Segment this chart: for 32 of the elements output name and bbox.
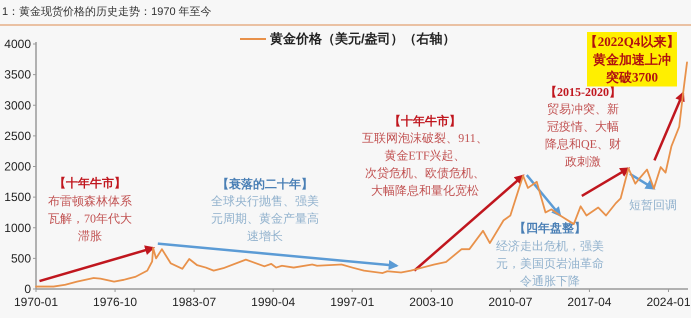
x-tick-label: 1970-01 (14, 295, 58, 309)
annotation: 【四年盘整】 (514, 221, 586, 235)
x-tick-label: 2010-07 (488, 295, 533, 309)
annotation: 短暂回调 (629, 198, 677, 212)
y-tick-label: 1500 (4, 190, 32, 204)
x-tick-label: 1983-07 (172, 295, 216, 309)
annotation: 互联网泡沫破裂、911、黄金ETF兴起、次贷危机、欧债危机、大幅降息和量化宽松 (362, 131, 488, 198)
y-tick-label: 3500 (4, 68, 32, 82)
annotation: 【十年牛市】 (54, 176, 126, 190)
y-tick-label: 2500 (4, 128, 32, 143)
y-tick-label: 500 (10, 251, 32, 266)
y-tick-label: 2000 (4, 160, 32, 174)
legend-label: 黄金价格（美元/盎司）（右轴） (269, 31, 456, 46)
annotation: 黄金加速上冲突破3700 (592, 52, 671, 84)
x-tick-label: 1997-01 (330, 295, 375, 309)
y-tick-label: 1000 (4, 220, 32, 235)
x-tick-label: 2003-10 (409, 295, 454, 309)
x-tick-label: 1990-04 (251, 295, 296, 309)
x-tick-label: 2017-04 (567, 295, 612, 309)
annotation: 【2022Q4以来】 (584, 34, 680, 49)
annotation: 贸易冲突、新冠疫情、大幅降息和QE、财政刺激 (545, 102, 621, 168)
annotation: 【衰落的二十年】 (217, 177, 313, 191)
x-tick-label: 2024-01 (646, 295, 691, 309)
annotation: 布雷顿森林体系瓦解，70年代大滞胀 (48, 194, 132, 243)
y-tick-label: 0 (24, 282, 32, 296)
y-tick-label: 3000 (4, 98, 32, 112)
chart-title: 1：黄金现货价格的历史走势：1970 年至今 (2, 5, 212, 18)
annotation: 【十年牛市】 (389, 114, 461, 128)
annotation: 全球央行抛售、强美元周期、黄金产量高速增长 (211, 194, 319, 243)
y-tick-label: 4000 (4, 37, 32, 51)
annotation: 经济走出危机，强美元，美国页岩油革命令通胀下降 (496, 239, 604, 288)
x-tick-label: 1976-10 (93, 295, 138, 309)
